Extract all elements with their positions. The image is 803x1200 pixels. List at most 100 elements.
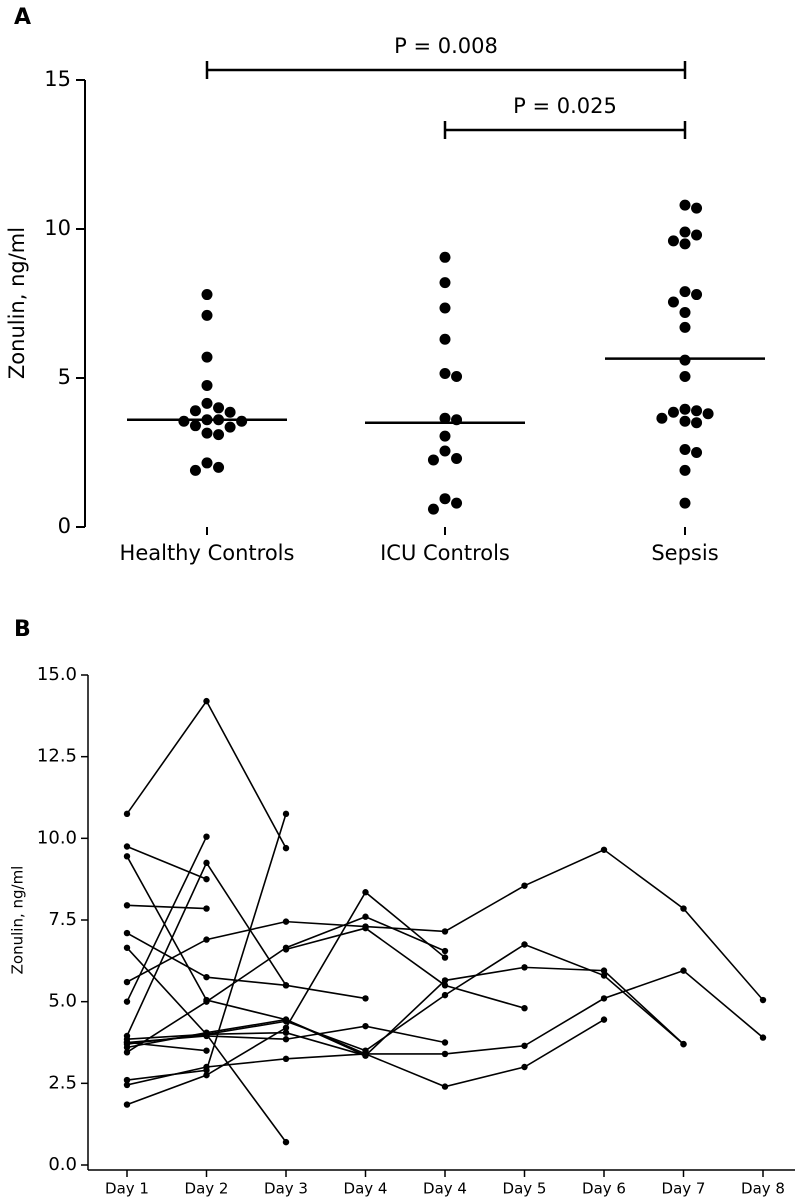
y-tick-label: 0.0 — [48, 1154, 77, 1175]
point — [123, 978, 131, 986]
dot — [679, 354, 691, 366]
point — [441, 977, 449, 984]
p-value: P = 0.008 — [394, 34, 498, 58]
panel-a: A Zonulin, ng/ml 0 5 10 15 Healthy Controls I… — [5, 5, 765, 565]
y-tick-label: 15.0 — [37, 664, 77, 685]
series-line — [126, 845, 207, 880]
point — [123, 843, 131, 850]
dot — [439, 412, 451, 424]
point — [441, 991, 449, 999]
dot — [213, 429, 225, 441]
x-tick-label: Day 2 — [185, 1180, 229, 1198]
y-tick-label: 10.0 — [37, 827, 77, 848]
point — [600, 846, 608, 853]
dot — [691, 289, 703, 301]
y-tick-label: 10 — [44, 216, 71, 240]
x-tick-label: Healthy Controls — [120, 541, 295, 565]
dot — [679, 286, 691, 298]
series-line — [126, 1041, 207, 1052]
dot — [439, 445, 451, 457]
dot — [439, 251, 451, 263]
series-line — [126, 943, 685, 1052]
point — [600, 967, 608, 974]
point — [203, 859, 210, 867]
dot — [439, 302, 451, 314]
point — [123, 1101, 131, 1108]
dot — [691, 202, 703, 214]
point — [203, 973, 210, 981]
point — [123, 1032, 131, 1040]
point — [123, 853, 131, 860]
dot — [201, 379, 213, 391]
point — [282, 982, 290, 989]
point — [362, 924, 369, 932]
point — [282, 946, 290, 953]
dot — [679, 238, 691, 250]
dot — [201, 309, 213, 321]
x-tick-label: Day 7 — [662, 1180, 706, 1198]
x-tick-label: Sepsis — [651, 541, 718, 565]
point — [203, 905, 210, 912]
y-axis-label: Zonulin, ng/ml — [5, 227, 29, 379]
dot — [213, 461, 225, 473]
y-tick-label: 5 — [58, 365, 71, 389]
dot — [224, 406, 236, 418]
dot — [178, 415, 190, 427]
point — [203, 833, 210, 840]
x-tick-label: Day 4 — [344, 1180, 388, 1198]
y-tick-label: 2.5 — [48, 1072, 77, 1093]
x-tick-label: Day 1 — [105, 1180, 149, 1198]
dot — [691, 229, 703, 241]
point — [203, 998, 210, 1005]
series-line — [126, 932, 366, 1000]
panel-label: B — [14, 617, 31, 642]
point — [203, 875, 210, 883]
point — [680, 967, 687, 974]
x-tick-label: ICU Controls — [380, 541, 510, 565]
series-line — [126, 855, 366, 1057]
point — [282, 810, 290, 818]
point — [282, 918, 290, 925]
dot — [679, 415, 691, 427]
dot — [667, 235, 679, 247]
dot — [679, 464, 691, 476]
point — [441, 1039, 449, 1046]
dot — [691, 405, 703, 417]
x-tick-label: Day 5 — [503, 1180, 547, 1198]
dot — [439, 430, 451, 442]
point — [600, 972, 608, 979]
point — [203, 1067, 210, 1074]
dot — [427, 454, 439, 466]
y-tick-label: 12.5 — [37, 746, 77, 767]
x-tick-label: Day 4 — [423, 1180, 467, 1198]
point — [203, 1071, 210, 1079]
y-axis-label: Zonulin, ng/ml — [9, 866, 27, 975]
dot — [451, 371, 463, 383]
dot — [189, 420, 201, 432]
point — [282, 1016, 290, 1023]
dot — [691, 417, 703, 429]
x-tick-label: Day 3 — [264, 1180, 308, 1198]
series-line — [285, 927, 525, 1009]
p-value: P = 0.025 — [513, 94, 617, 118]
point — [282, 844, 290, 852]
point — [441, 1083, 449, 1090]
point — [123, 998, 131, 1005]
point — [203, 1032, 210, 1040]
dot — [201, 427, 213, 439]
point — [362, 913, 369, 920]
dot — [679, 497, 691, 509]
dot — [679, 321, 691, 333]
dot — [679, 444, 691, 456]
significance-bracket — [443, 121, 687, 139]
dot — [439, 277, 451, 289]
point — [123, 1076, 131, 1084]
point — [680, 1040, 687, 1048]
y-tick-label: 15 — [44, 67, 71, 91]
point — [203, 936, 210, 943]
point — [600, 995, 608, 1002]
point — [123, 902, 131, 909]
dot — [451, 452, 463, 464]
point — [282, 1029, 290, 1036]
point — [203, 1047, 210, 1054]
